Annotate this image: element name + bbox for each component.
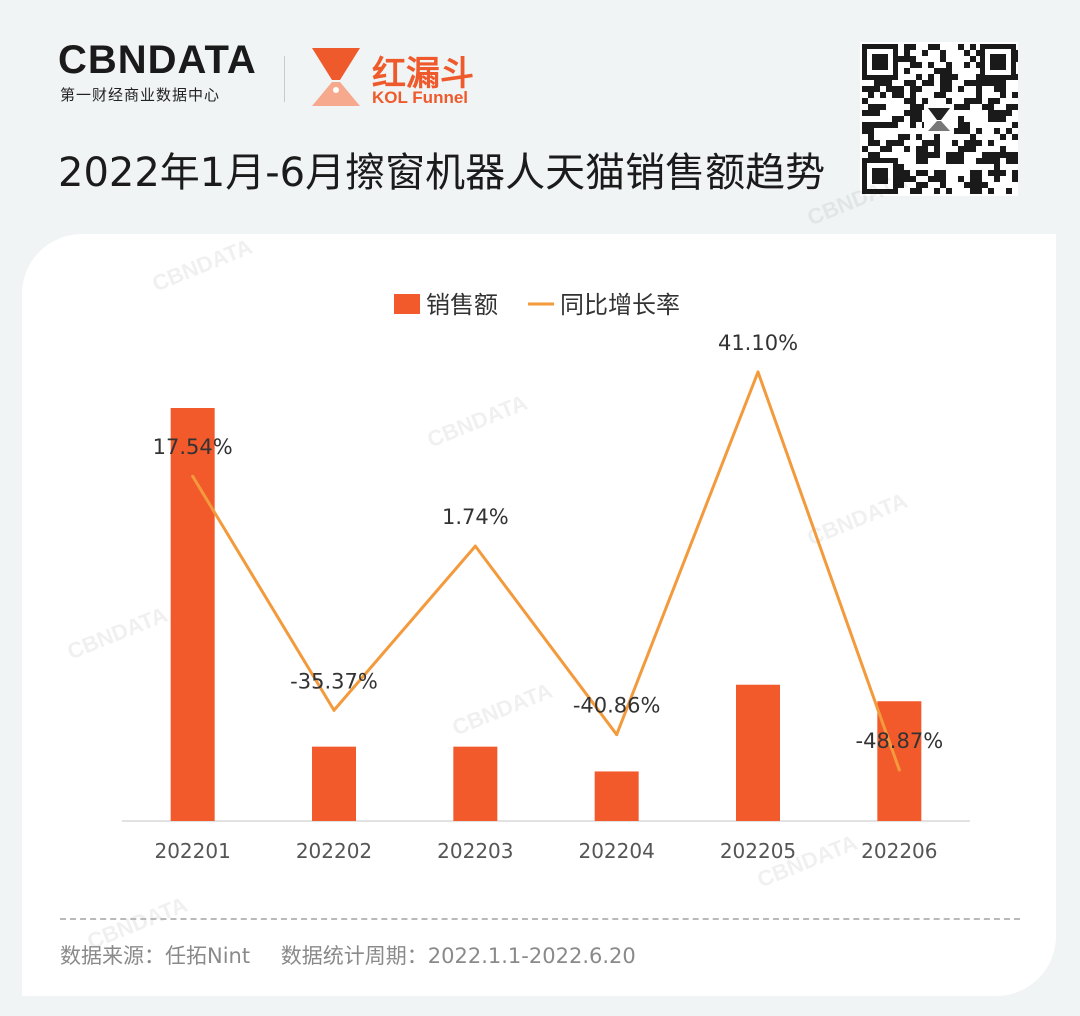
bar [170, 408, 215, 821]
watermark: CBNDATA [804, 168, 911, 231]
x-tick-label: 202201 [154, 839, 230, 863]
line-point [332, 708, 336, 712]
line-point [897, 768, 901, 772]
watermark: CBNDATA [424, 390, 531, 453]
cbndata-logo-subtitle: 第一财经商业数据中心 [60, 86, 221, 104]
data-label: 1.74% [442, 505, 509, 529]
cbndata-logo: CBNDATA [58, 38, 257, 82]
kol-funnel-name-en: KOL Funnel [372, 88, 469, 107]
line-point [191, 474, 195, 478]
x-tick-label: 202202 [296, 839, 372, 863]
watermark: CBNDATA [804, 488, 911, 551]
kol-funnel-logo-icon [312, 48, 360, 106]
watermark: CBNDATA [64, 602, 171, 665]
bar [594, 771, 639, 821]
data-source: 数据来源：任拓Nint [60, 944, 251, 968]
bar [877, 701, 922, 821]
header: CBNDATA 第一财经商业数据中心 红漏斗 KOL Funnel 2022年1… [0, 0, 1080, 230]
watermark: CBNDATA [149, 234, 256, 297]
series-line [191, 370, 901, 771]
data-label: -48.87% [856, 729, 944, 753]
x-tick-label: 202203 [437, 839, 513, 863]
data-period: 数据统计周期：2022.1.1-2022.6.20 [280, 944, 636, 968]
page-title: 2022年1月-6月擦窗机器人天猫销售额趋势 [58, 150, 826, 196]
legend-label-bar: 销售额 [426, 291, 498, 319]
legend-swatch-bar [394, 294, 420, 314]
kol-funnel-name-cn: 红漏斗 [372, 54, 474, 94]
bar [312, 746, 356, 821]
data-label: 17.54% [153, 435, 233, 459]
footer: 数据来源：任拓Nint 数据统计周期：2022.1.1-2022.6.20 [60, 940, 636, 970]
line-point [615, 733, 619, 737]
line-point [473, 544, 477, 548]
data-label: -40.86% [573, 694, 661, 718]
line-point [756, 370, 760, 374]
x-tick-label: 202206 [861, 839, 937, 863]
watermark: CBNDATA [449, 678, 556, 741]
x-tick-label: 202205 [720, 839, 796, 863]
legend-label-line: 同比增长率 [560, 291, 680, 319]
bar [736, 684, 780, 821]
qr-code [860, 42, 1018, 196]
data-label: -35.37% [290, 669, 378, 693]
x-tick-label: 202204 [578, 839, 654, 863]
logo-divider [284, 56, 285, 102]
footer-divider [60, 918, 1020, 920]
bar [453, 746, 498, 821]
data-label: 41.10% [718, 331, 798, 355]
